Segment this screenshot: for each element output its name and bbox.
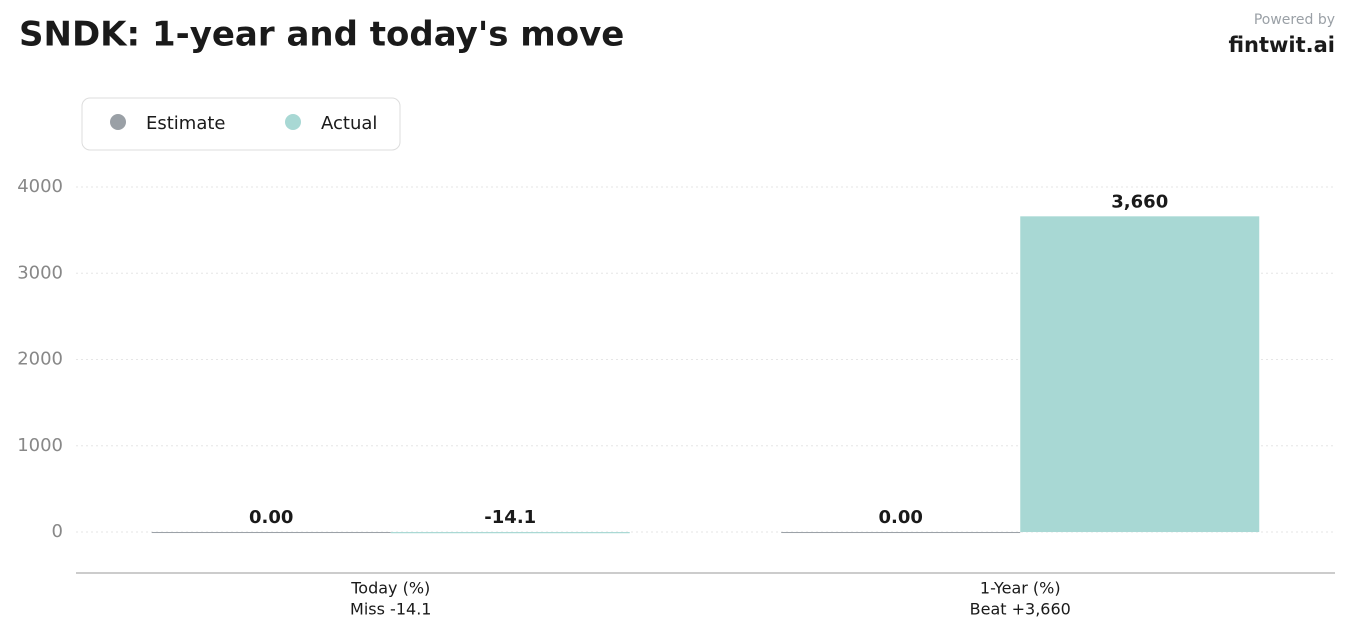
value-label: 0.00 <box>879 507 923 528</box>
x-tick-note: Miss -14.1 <box>350 600 431 619</box>
y-tick-label: 1000 <box>17 435 63 456</box>
value-label: 0.00 <box>249 507 293 528</box>
y-tick-label: 0 <box>52 521 63 542</box>
x-tick-label: 1-Year (%) <box>980 579 1061 598</box>
legend-label: Actual <box>321 113 377 134</box>
x-tick-note: Beat +3,660 <box>970 600 1071 619</box>
bar <box>781 532 1021 534</box>
value-label: 3,660 <box>1111 191 1168 212</box>
y-tick-label: 3000 <box>17 262 63 283</box>
x-tick-label: Today (%) <box>350 579 430 598</box>
chart-title: SNDK: 1-year and today's move <box>19 15 624 55</box>
bar <box>1020 216 1260 533</box>
brand-name: fintwit.ai <box>1228 33 1335 57</box>
legend-box <box>81 97 401 151</box>
bar <box>151 532 391 534</box>
legend-marker <box>285 114 301 130</box>
value-label: -14.1 <box>484 507 536 528</box>
legend-marker <box>110 114 126 130</box>
y-tick-label: 4000 <box>17 176 63 197</box>
legend-label: Estimate <box>146 113 226 134</box>
powered-by: Powered by <box>1254 12 1335 28</box>
bar <box>390 532 630 534</box>
y-tick-label: 2000 <box>17 349 63 370</box>
